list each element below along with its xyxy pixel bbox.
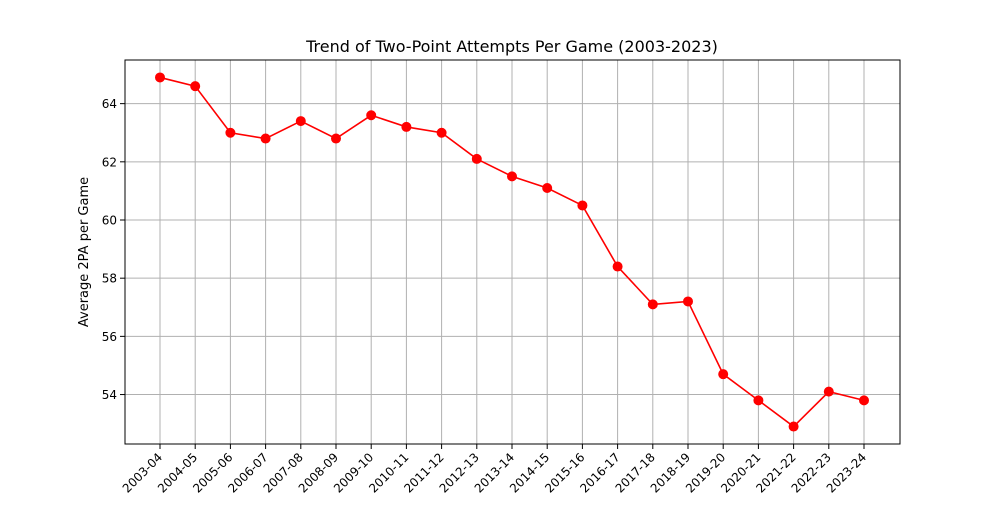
data-point: [718, 369, 729, 380]
data-point: [788, 421, 799, 432]
data-point: [401, 121, 412, 132]
data-point: [331, 133, 341, 144]
data-point: [577, 200, 588, 211]
data-point: [542, 183, 553, 193]
data-point: [436, 127, 447, 138]
data-point: [859, 395, 869, 406]
y-tick-label: 54: [102, 388, 117, 402]
data-point: [260, 133, 271, 144]
data-point: [647, 299, 658, 310]
data-point: [753, 395, 764, 406]
y-axis-label: Average 2PA per Game: [77, 177, 92, 327]
data-point: [471, 153, 482, 164]
y-tick-label: 64: [102, 97, 117, 111]
data-point: [155, 72, 165, 83]
data-point: [823, 386, 834, 397]
data-point: [366, 110, 377, 121]
y-tick-label: 56: [102, 330, 117, 344]
series-layer: [155, 72, 869, 432]
grid: [125, 60, 900, 444]
data-point: [295, 116, 306, 127]
data-point: [612, 261, 623, 272]
ticks: 2003-042004-052005-062006-072007-082008-…: [102, 97, 869, 495]
y-tick-label: 60: [102, 214, 117, 228]
data-point: [225, 127, 236, 138]
data-point: [190, 81, 201, 92]
y-tick-label: 58: [102, 272, 117, 286]
chart-title: Trend of Two-Point Attempts Per Game (20…: [305, 37, 718, 56]
data-point: [507, 171, 517, 182]
data-point: [683, 296, 693, 307]
y-tick-label: 62: [102, 155, 117, 169]
